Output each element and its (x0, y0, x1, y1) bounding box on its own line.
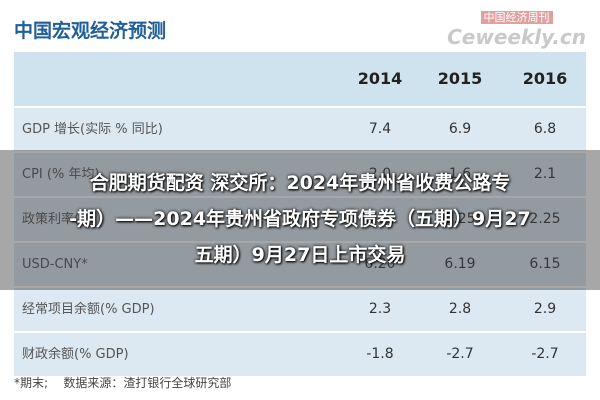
footnote-source: 数据来源：渣打银行全球研究部 (63, 376, 232, 390)
table-row: 财政余额(% GDP) -1.8 -2.7 -2.7 (14, 333, 586, 378)
logo: 中国经济周刊 Ceweekly.cn (447, 6, 586, 49)
cell-value: 2.25 (529, 211, 561, 227)
row-label: GDP 增长(实际 % 同比) (22, 122, 163, 137)
cell-value: -2.7 (446, 346, 474, 362)
column-header: 2015 (437, 69, 483, 88)
table-row: 经常项目余额(% GDP) 2.3 2.8 2.9 (14, 288, 586, 333)
cell-value: 2.8 (448, 301, 472, 317)
table-row: CPI (% 年均) 2.0 1.6 2.1 (14, 153, 586, 198)
cell-value: 2.75 (364, 211, 396, 227)
cell-value: -1.8 (366, 346, 394, 362)
column-header: 2014 (357, 69, 403, 88)
cell-value: 2.1 (533, 166, 557, 182)
cell-value: 6.8 (533, 121, 557, 137)
row-label: 经常项目余额(% GDP) (22, 302, 155, 317)
cell-value: 7.4 (368, 121, 392, 137)
overlay-line: -期）——2024年贵州省政府专项债券（五期）9月27 (69, 208, 531, 230)
row-label: 政策利率(%) (22, 212, 97, 227)
header-row: 2014 2015 2016 (14, 52, 586, 108)
table-row: USD-CNY* 6.20 6.19 6.15 (14, 243, 586, 288)
row-label: CPI (% 年均) (22, 167, 100, 182)
title: 中国宏观经济预测 (14, 20, 167, 42)
column-header: 2016 (522, 69, 568, 88)
table: 2014 2015 2016 GDP 增长(实际 % 同比) 7.4 6.9 6.8 CPI … (14, 52, 586, 378)
logo-top: 中国经济周刊 (480, 11, 553, 24)
footnote-mark: *期末; (14, 376, 49, 390)
overlay: 合肥期货配资 深交所：2024年贵州省收费公路专 -期）——2024年贵州省政府专… (0, 150, 600, 290)
logo-bottom: Ceweekly.cn (447, 25, 586, 49)
overlay-line: 五期）9月27日上市交易 (194, 244, 406, 266)
row-label: 财政余额(% GDP) (22, 347, 129, 362)
cell-value: 2.0 (368, 166, 392, 182)
cell-value: 2.25 (444, 211, 476, 227)
footnote: *期末; 数据来源：渣打银行全球研究部 (14, 374, 231, 391)
cell-value: 6.19 (444, 256, 476, 272)
cell-value: 2.9 (533, 301, 557, 317)
table-row: 政策利率(%) 2.75 2.25 2.25 (14, 198, 586, 243)
cell-value: 6.15 (529, 256, 561, 272)
cell-value: 1.6 (448, 166, 472, 182)
cell-value: 2.3 (368, 301, 392, 317)
cell-value: 6.9 (448, 121, 472, 137)
cell-value: -2.7 (531, 346, 559, 362)
row-label: USD-CNY* (22, 257, 88, 272)
overlay-line: 合肥期货配资 深交所：2024年贵州省收费公路专 (89, 172, 511, 194)
cell-value: 6.20 (364, 256, 396, 272)
table-row: GDP 增长(实际 % 同比) 7.4 6.9 6.8 (14, 108, 586, 153)
